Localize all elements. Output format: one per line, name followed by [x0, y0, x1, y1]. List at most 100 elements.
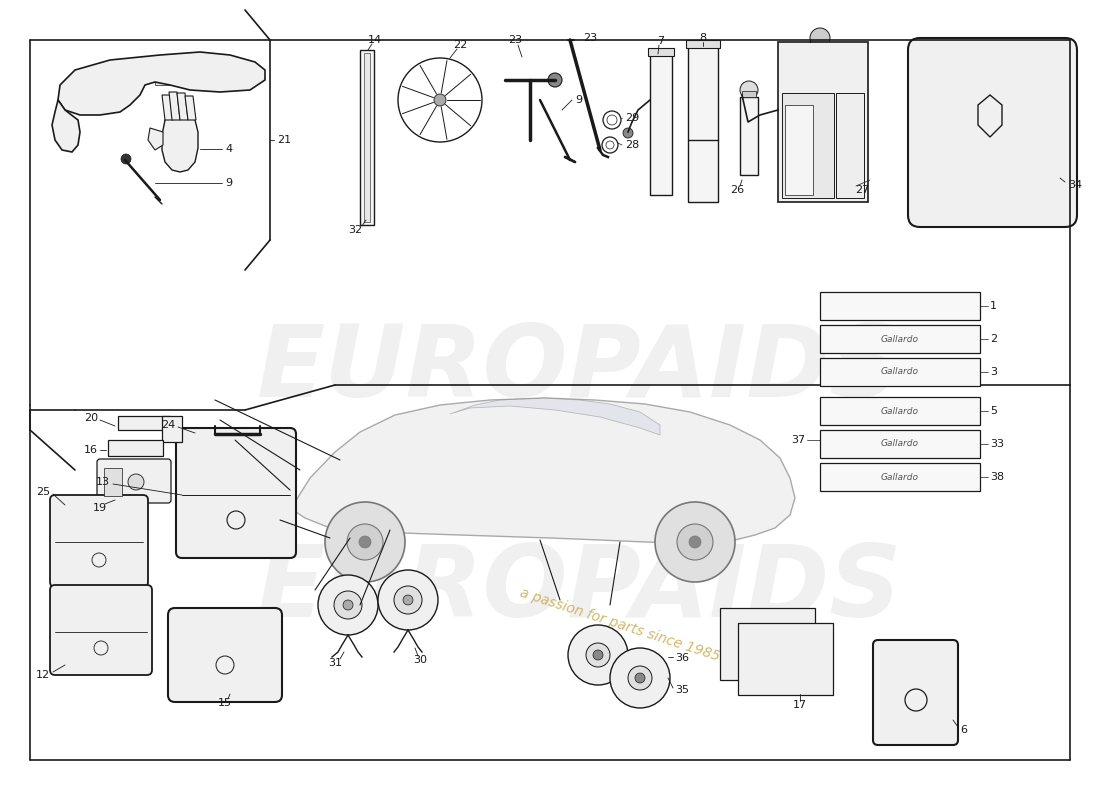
- Bar: [108, 440, 163, 456]
- FancyBboxPatch shape: [176, 428, 296, 558]
- Polygon shape: [162, 95, 173, 120]
- Bar: [648, 48, 674, 56]
- Circle shape: [623, 128, 632, 138]
- Circle shape: [635, 673, 645, 683]
- Circle shape: [126, 419, 134, 427]
- Circle shape: [568, 625, 628, 685]
- Bar: [740, 97, 758, 175]
- Text: 30: 30: [412, 655, 427, 665]
- Bar: [360, 50, 374, 225]
- Text: 9: 9: [226, 178, 232, 188]
- Text: 5: 5: [990, 406, 997, 416]
- Text: 16: 16: [84, 445, 98, 455]
- Text: 32: 32: [348, 225, 362, 235]
- Circle shape: [343, 600, 353, 610]
- Text: Gallardo: Gallardo: [881, 334, 918, 343]
- Circle shape: [593, 650, 603, 660]
- Bar: [742, 91, 756, 97]
- Bar: [155, 65, 210, 85]
- Polygon shape: [450, 398, 660, 435]
- Circle shape: [810, 28, 830, 48]
- Text: 6: 6: [960, 725, 967, 735]
- Polygon shape: [185, 96, 196, 120]
- Circle shape: [654, 502, 735, 582]
- FancyBboxPatch shape: [908, 38, 1077, 227]
- Polygon shape: [148, 128, 163, 150]
- Text: 23: 23: [583, 33, 597, 43]
- Text: 34: 34: [1068, 180, 1082, 190]
- Text: EUROPAIDS: EUROPAIDS: [257, 322, 903, 418]
- Bar: [688, 47, 718, 202]
- Circle shape: [740, 81, 758, 99]
- Circle shape: [548, 73, 562, 87]
- Text: 4: 4: [226, 144, 232, 154]
- Bar: [820, 292, 980, 320]
- Text: 14: 14: [367, 35, 382, 45]
- FancyBboxPatch shape: [50, 585, 152, 675]
- Bar: [820, 358, 980, 386]
- Circle shape: [394, 586, 422, 614]
- Text: 12: 12: [36, 670, 50, 680]
- Polygon shape: [162, 110, 198, 172]
- Circle shape: [628, 666, 652, 690]
- Circle shape: [190, 68, 200, 78]
- Circle shape: [403, 595, 412, 605]
- Text: Gallardo: Gallardo: [881, 439, 918, 449]
- Text: 31: 31: [328, 658, 342, 668]
- Text: Gallardo: Gallardo: [881, 473, 918, 482]
- FancyBboxPatch shape: [873, 640, 958, 745]
- Polygon shape: [169, 92, 180, 120]
- Bar: [820, 463, 980, 491]
- Text: 8: 8: [700, 33, 706, 43]
- Bar: [118, 416, 170, 430]
- Circle shape: [378, 570, 438, 630]
- Bar: [686, 40, 720, 48]
- Circle shape: [324, 502, 405, 582]
- FancyBboxPatch shape: [168, 608, 282, 702]
- FancyBboxPatch shape: [97, 459, 170, 503]
- Text: 38: 38: [990, 472, 1004, 482]
- Text: 22: 22: [453, 40, 468, 50]
- Bar: [820, 397, 980, 425]
- Text: 37: 37: [791, 435, 805, 445]
- Bar: [782, 93, 834, 198]
- Text: 36: 36: [675, 653, 689, 663]
- Text: EUROPAIDS: EUROPAIDS: [257, 542, 903, 638]
- Bar: [785, 105, 813, 195]
- Circle shape: [359, 536, 371, 548]
- Text: 3: 3: [990, 367, 997, 377]
- Bar: [162, 416, 182, 442]
- Circle shape: [121, 154, 131, 164]
- Circle shape: [346, 524, 383, 560]
- Text: Gallardo: Gallardo: [881, 367, 918, 377]
- Circle shape: [676, 524, 713, 560]
- Text: 35: 35: [675, 685, 689, 695]
- Text: 1: 1: [990, 301, 997, 311]
- Bar: [364, 53, 370, 222]
- Circle shape: [190, 80, 200, 90]
- Circle shape: [210, 73, 220, 83]
- Circle shape: [434, 94, 446, 106]
- Text: 28: 28: [625, 140, 639, 150]
- Bar: [820, 325, 980, 353]
- Text: 7: 7: [658, 36, 664, 46]
- Bar: [738, 623, 833, 695]
- Bar: [720, 608, 815, 680]
- Circle shape: [334, 591, 362, 619]
- Text: Gallardo: Gallardo: [881, 406, 918, 415]
- Circle shape: [148, 419, 156, 427]
- Text: 17: 17: [793, 700, 807, 710]
- Circle shape: [128, 474, 144, 490]
- Circle shape: [170, 70, 180, 80]
- Text: 15: 15: [218, 698, 232, 708]
- Text: 33: 33: [990, 439, 1004, 449]
- Polygon shape: [58, 52, 265, 115]
- FancyBboxPatch shape: [50, 495, 148, 587]
- Text: 26: 26: [730, 185, 744, 195]
- Polygon shape: [177, 93, 188, 120]
- Circle shape: [610, 648, 670, 708]
- Text: 25: 25: [36, 487, 50, 497]
- Text: 20: 20: [84, 413, 98, 423]
- Text: 29: 29: [625, 113, 639, 123]
- Bar: [836, 93, 864, 198]
